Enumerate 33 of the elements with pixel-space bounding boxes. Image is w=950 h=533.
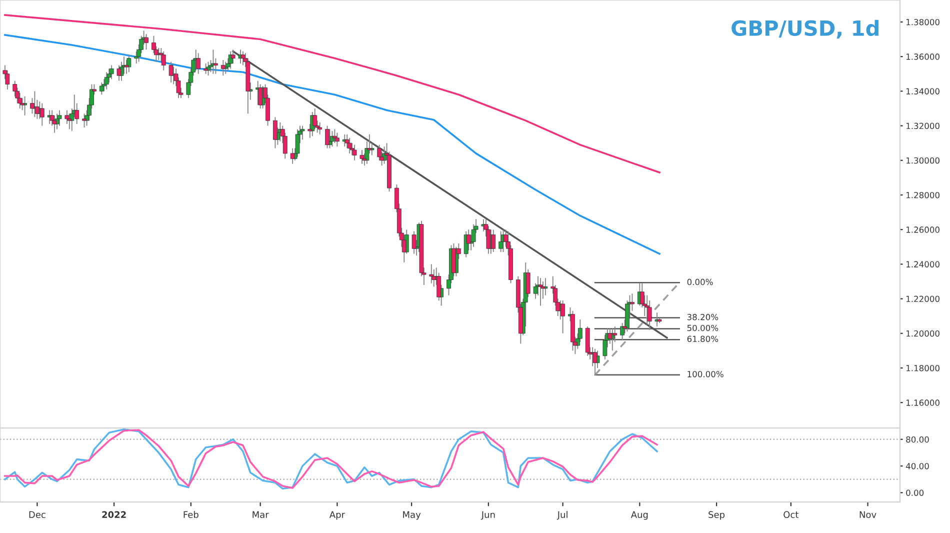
x-tick-label: Aug [630, 511, 648, 520]
y-tick-label: 1.20000 [906, 330, 940, 337]
series-label: 100.00% [688, 371, 724, 378]
text: GBP/USD, 1d [732, 20, 878, 39]
x-tick-label: Apr [329, 511, 345, 520]
y-tick-label: 80.00 [906, 436, 929, 443]
x-tick-label: Oct [784, 511, 798, 518]
y-tick-label: 0.00 [906, 490, 924, 496]
y-tick-label: 1.30000 [906, 157, 940, 164]
y-tick-label: 1.26000 [906, 226, 940, 233]
y-tick-label: 40.00 [906, 462, 929, 470]
series-label: 0.00% [687, 278, 713, 286]
y-tick-label: 1.22000 [906, 296, 940, 302]
x-tick-label: Mar [252, 511, 269, 518]
x-tick-label: Feb [184, 511, 198, 518]
x-tick-label: Jun [480, 511, 495, 520]
x-tick-label: May [403, 511, 421, 520]
x-tick-label: Dec [29, 511, 46, 518]
y-tick-label: 1.34000 [906, 88, 940, 94]
y-tick-label: 1.18000 [906, 364, 940, 372]
series-label: 61.80% [687, 336, 718, 342]
y-tick-label: 1.32000 [906, 122, 940, 130]
y-tick-label: 1.28000 [906, 192, 940, 198]
x-tick-label: Sep [708, 511, 725, 520]
y-tick-label: 1.24000 [906, 261, 940, 268]
series-label: 38.20% [687, 314, 718, 320]
y-tick-label: 1.36000 [906, 54, 940, 60]
y-tick-label: 1.16000 [906, 400, 940, 406]
x-tick-label: 2022 [102, 511, 126, 518]
x-tick-label: Jul [556, 511, 568, 520]
y-tick-label: 1.38000 [906, 18, 940, 26]
series-label: 50.00% [687, 324, 718, 332]
x-tick-label: Nov [860, 511, 876, 518]
